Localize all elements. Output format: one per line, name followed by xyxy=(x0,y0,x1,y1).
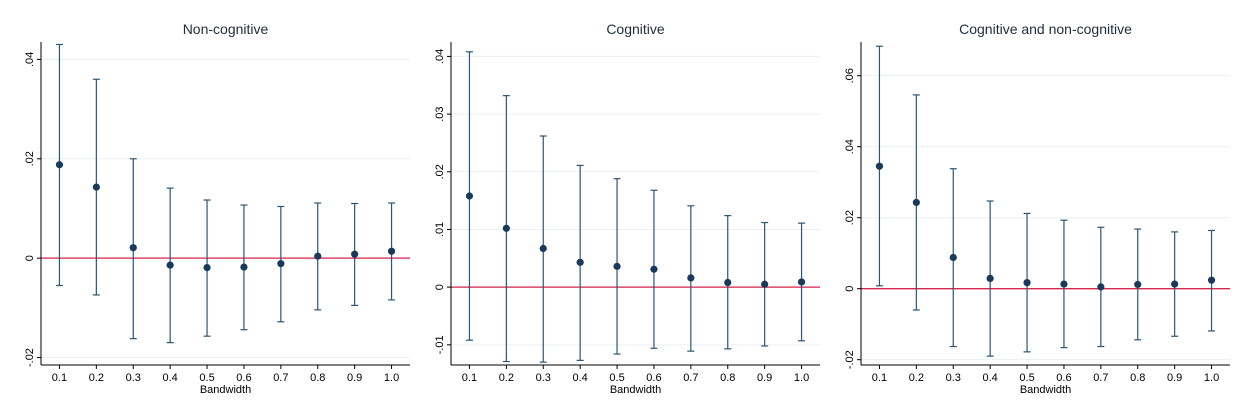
estimate-point xyxy=(761,280,769,288)
x-tick-label: 0.3 xyxy=(536,372,551,384)
chart-title: Non-cognitive xyxy=(183,21,269,37)
y-tick-label: 0 xyxy=(434,284,446,290)
x-tick-label: 0.9 xyxy=(757,372,772,384)
x-tick-label: 1.0 xyxy=(1204,372,1219,384)
x-tick-label: 0.5 xyxy=(1019,372,1034,384)
x-tick-label: 0.3 xyxy=(126,372,141,384)
x-tick-label: 0.5 xyxy=(199,372,214,384)
estimate-point xyxy=(1134,280,1142,289)
estimate-point xyxy=(724,278,732,287)
x-tick-label: 0.8 xyxy=(310,372,325,384)
estimate-point xyxy=(277,260,285,268)
y-tick-label: -.01 xyxy=(434,335,446,354)
estimate-point xyxy=(351,250,359,258)
estimate-point xyxy=(1097,283,1105,291)
y-tick-label: .02 xyxy=(24,151,36,166)
x-axis-label: Bandwidth xyxy=(1020,384,1071,396)
x-tick-label: 0.7 xyxy=(683,372,698,384)
y-tick-label: .06 xyxy=(844,68,856,83)
estimate-point xyxy=(240,263,248,271)
estimate-point xyxy=(1171,280,1179,288)
x-tick-label: 0.8 xyxy=(720,372,735,384)
x-tick-label: 0.9 xyxy=(1167,372,1182,384)
y-tick-label: .02 xyxy=(844,210,856,225)
x-tick-label: 0.1 xyxy=(52,372,67,384)
estimate-point xyxy=(613,262,621,270)
y-tick-label: -.02 xyxy=(24,348,36,367)
estimate-point xyxy=(986,274,994,282)
x-tick-label: 1.0 xyxy=(794,372,809,384)
estimate-point xyxy=(1023,279,1031,287)
y-tick-label: .04 xyxy=(434,49,446,64)
estimate-point xyxy=(465,192,474,200)
estimate-point xyxy=(797,278,806,286)
y-tick-label: .04 xyxy=(24,52,36,67)
x-tick-label: 0.7 xyxy=(273,372,288,384)
x-axis-label: Bandwidth xyxy=(610,384,661,396)
x-tick-label: 0.2 xyxy=(499,372,514,384)
estimate-point xyxy=(502,224,510,232)
x-tick-label: 0.2 xyxy=(909,372,924,384)
estimate-point xyxy=(875,162,884,170)
x-tick-label: 0.2 xyxy=(89,372,104,384)
x-tick-label: 0.1 xyxy=(462,372,477,384)
estimate-point xyxy=(1060,280,1068,288)
x-tick-label: 0.8 xyxy=(1130,372,1145,384)
estimate-point xyxy=(387,247,396,255)
estimate-point xyxy=(314,252,322,260)
estimate-point xyxy=(1207,276,1216,284)
estimate-point xyxy=(203,264,211,272)
x-axis-label: Bandwidth xyxy=(200,384,251,396)
estimate-point xyxy=(576,258,584,266)
chart-title: Cognitive xyxy=(606,21,665,37)
y-tick-label: 0 xyxy=(844,286,856,292)
estimate-point xyxy=(687,274,695,282)
y-tick-label: .01 xyxy=(434,222,446,237)
x-tick-label: 0.4 xyxy=(573,372,588,384)
y-tick-label: 0 xyxy=(24,255,36,261)
chart-title: Cognitive and non-cognitive xyxy=(959,21,1132,37)
estimate-point xyxy=(129,244,137,252)
x-tick-label: 0.6 xyxy=(236,372,251,384)
estimate-point xyxy=(949,253,957,262)
estimate-point xyxy=(650,265,658,273)
x-tick-label: 0.3 xyxy=(946,372,961,384)
y-tick-label: .04 xyxy=(844,139,856,154)
estimate-point xyxy=(912,198,920,207)
x-tick-label: 0.6 xyxy=(1056,372,1071,384)
estimate-point xyxy=(55,161,64,169)
x-tick-label: 0.6 xyxy=(646,372,661,384)
x-tick-label: 0.9 xyxy=(347,372,362,384)
x-tick-label: 0.4 xyxy=(163,372,178,384)
y-tick-label: .03 xyxy=(434,106,446,121)
estimate-point xyxy=(166,261,174,269)
y-tick-label: -.02 xyxy=(844,350,856,369)
x-tick-label: 0.5 xyxy=(609,372,624,384)
estimate-point xyxy=(92,183,100,191)
x-tick-label: 0.7 xyxy=(1093,372,1108,384)
x-tick-label: 0.1 xyxy=(872,372,887,384)
y-tick-label: .02 xyxy=(434,164,446,179)
x-tick-label: 1.0 xyxy=(384,372,399,384)
estimate-point xyxy=(539,244,547,253)
x-tick-label: 0.4 xyxy=(983,372,998,384)
